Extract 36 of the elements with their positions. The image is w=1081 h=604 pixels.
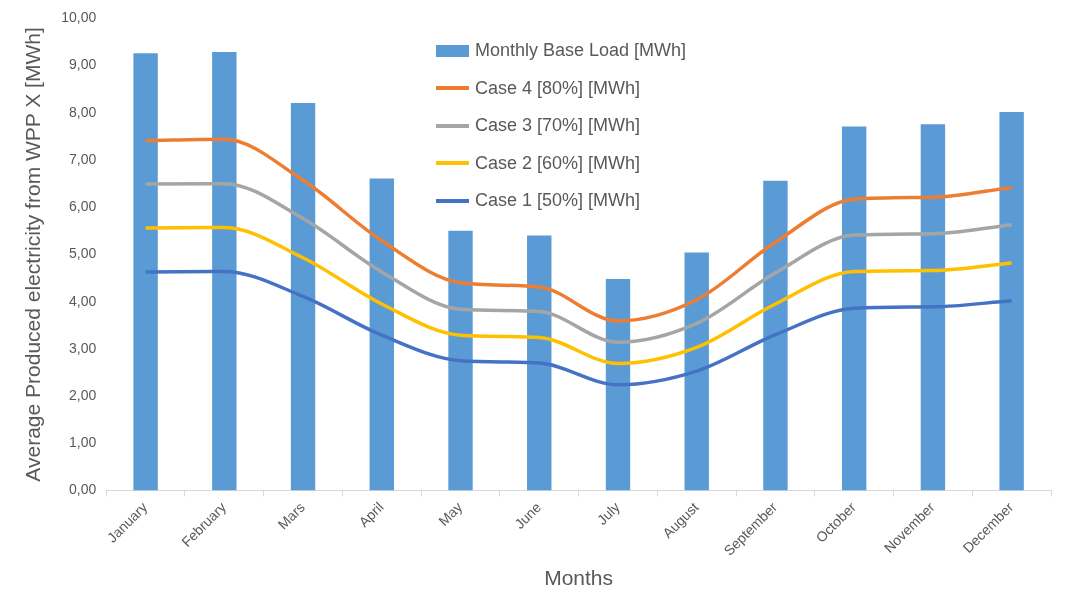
bar bbox=[448, 230, 473, 491]
legend-label: Case 3 [70%] [MWh] bbox=[475, 115, 641, 137]
bar bbox=[763, 180, 788, 491]
x-axis-title: Months bbox=[544, 566, 614, 590]
line-series bbox=[143, 137, 1014, 323]
bar bbox=[527, 235, 552, 491]
y-tick-label: 1,00 bbox=[68, 434, 97, 451]
bar bbox=[841, 126, 867, 491]
y-tick-label: 2,00 bbox=[68, 386, 97, 403]
y-tick-label: 0,00 bbox=[68, 481, 97, 498]
bar bbox=[290, 102, 316, 491]
legend-label: Case 4 [80%] [MWh] bbox=[475, 77, 641, 99]
legend-label: Case 2 [60%] [MWh] bbox=[475, 152, 641, 174]
y-tick-label: 4,00 bbox=[68, 292, 97, 309]
line-series bbox=[143, 181, 1014, 345]
y-tick-label: 9,00 bbox=[68, 56, 97, 73]
x-tick-label: July bbox=[593, 498, 623, 528]
y-tick-label: 10,00 bbox=[61, 9, 97, 26]
y-tick-label: 6,00 bbox=[68, 198, 97, 215]
x-tick-label: May bbox=[435, 498, 466, 529]
bar bbox=[133, 53, 158, 491]
bar bbox=[369, 178, 394, 491]
y-tick-label: 5,00 bbox=[68, 245, 97, 262]
bar bbox=[212, 51, 237, 491]
y-tick-label: 7,00 bbox=[68, 150, 97, 167]
legend-label: Monthly Base Load [MWh] bbox=[475, 40, 687, 62]
legend-label: Case 1 [50%] [MWh] bbox=[475, 190, 641, 212]
line-series bbox=[143, 225, 1014, 366]
bar bbox=[920, 124, 946, 491]
bar bbox=[605, 279, 631, 491]
line-series bbox=[143, 269, 1014, 387]
y-tick-label: 8,00 bbox=[68, 103, 97, 120]
y-axis-title: Average Produced electricity from WPP X [MWh] bbox=[21, 27, 45, 482]
y-tick-label: 3,00 bbox=[68, 339, 97, 356]
bar bbox=[999, 111, 1024, 491]
bar bbox=[684, 252, 709, 491]
